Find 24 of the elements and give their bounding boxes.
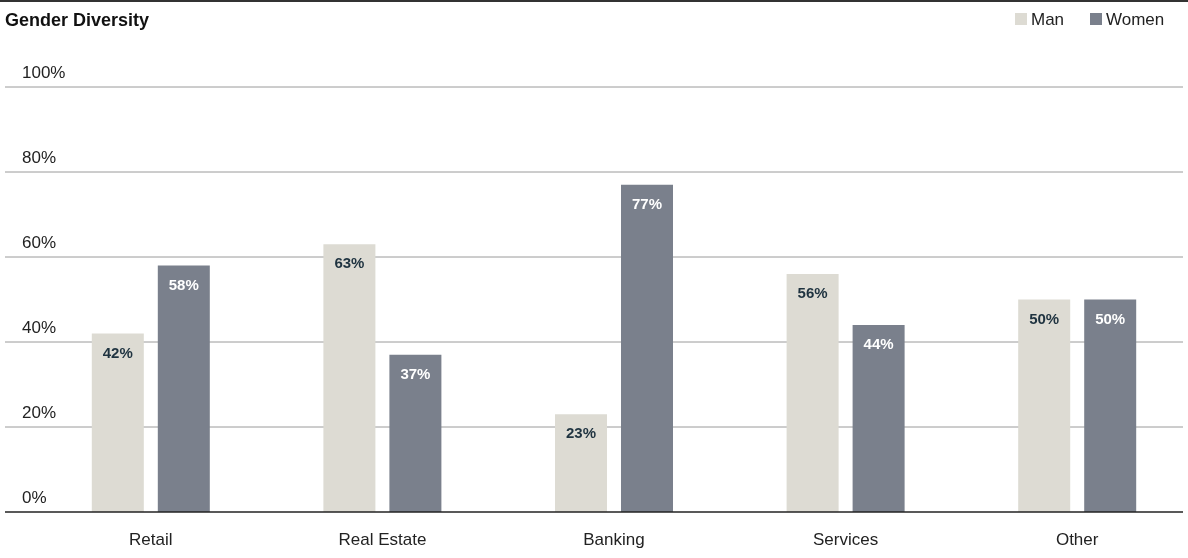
legend-label: Women (1106, 10, 1165, 29)
data-label: 77% (631, 194, 663, 212)
y-tick-label: 60% (22, 233, 57, 252)
y-tick-label: 80% (22, 148, 57, 167)
data-label: 50% (1029, 309, 1060, 327)
y-tick-label: 100% (22, 63, 66, 82)
x-tick-label: Services (813, 530, 879, 549)
y-tick-label: 40% (22, 318, 57, 337)
x-tick-label: Retail (129, 530, 173, 549)
data-label: 58% (168, 275, 199, 293)
x-tick-label: Other (1055, 530, 1099, 549)
data-label: 23% (565, 424, 597, 442)
y-tick-label: 20% (22, 403, 57, 422)
chart-title: Gender Diversity (5, 10, 150, 30)
x-tick-label: Banking (583, 530, 645, 549)
data-label: 50% (1095, 309, 1126, 327)
data-label: 63% (334, 254, 365, 272)
data-label: 42% (102, 343, 133, 361)
x-tick-label: Real Estate (338, 530, 427, 549)
y-tick-label: 0% (22, 488, 47, 507)
legend-label: Man (1031, 10, 1065, 29)
data-label: 37% (400, 364, 431, 382)
data-label: 56% (797, 284, 828, 301)
data-label: 44% (863, 335, 894, 352)
